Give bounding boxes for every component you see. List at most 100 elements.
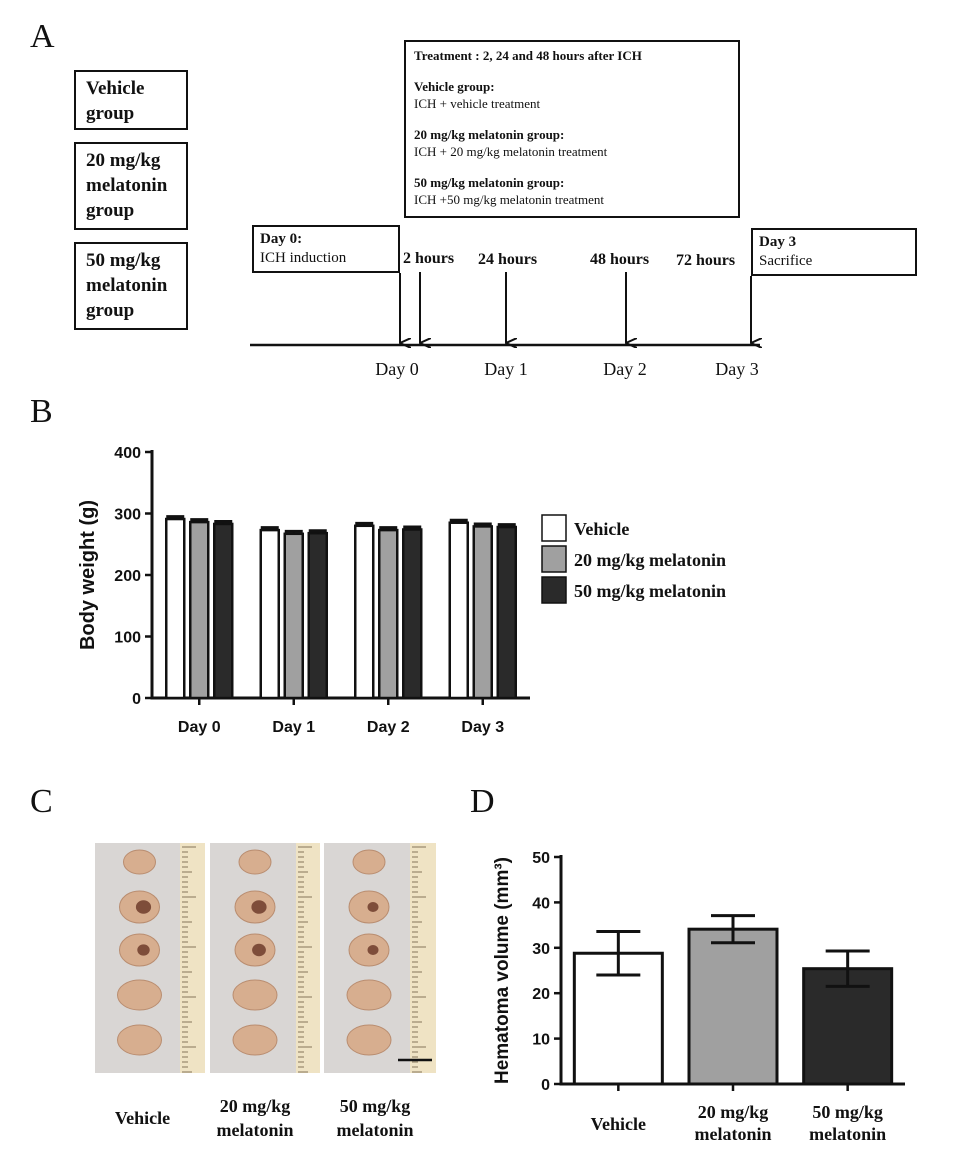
photo-background bbox=[210, 843, 320, 1073]
brain-slice bbox=[232, 1024, 278, 1056]
bar bbox=[378, 528, 399, 700]
photo-label-vehicle: Vehicle bbox=[114, 1108, 171, 1128]
hematoma-spot bbox=[252, 943, 266, 957]
y-tick-label: 0 bbox=[541, 1077, 550, 1094]
bar bbox=[572, 951, 664, 1086]
brain-slice bbox=[346, 979, 392, 1011]
brain-slice bbox=[234, 890, 276, 924]
brain-slice bbox=[123, 849, 156, 875]
y-tick-label: 300 bbox=[114, 507, 141, 524]
brain-slice bbox=[238, 849, 272, 875]
hematoma-spot bbox=[135, 900, 152, 914]
ruler bbox=[410, 843, 436, 1073]
brain-slice bbox=[117, 1024, 162, 1056]
bar bbox=[283, 532, 304, 700]
day3-box: Day 3 Sacrifice bbox=[751, 228, 917, 276]
legend-swatch bbox=[541, 545, 567, 573]
group-line: 50 mg/kg bbox=[86, 250, 161, 271]
x-tick-label: 50 mg/kg bbox=[812, 1102, 883, 1122]
treatment-head-20mg: 20 mg/kg melatonin group: bbox=[414, 127, 565, 142]
brain-slice bbox=[234, 933, 276, 967]
bar bbox=[802, 967, 894, 1086]
y-tick-label: 200 bbox=[114, 568, 141, 585]
x-tick-label: Day 2 bbox=[367, 719, 410, 736]
ruler bbox=[180, 843, 205, 1073]
brain-slice bbox=[348, 890, 390, 924]
group-box-50mg: 50 mg/kg melatonin group bbox=[74, 242, 188, 330]
bar bbox=[189, 520, 210, 700]
panel-label-d: D bbox=[470, 783, 495, 820]
brain-slice bbox=[352, 849, 386, 875]
y-tick-label: 100 bbox=[114, 630, 141, 647]
group-line: group bbox=[86, 103, 135, 124]
day-label-2: Day 2 bbox=[603, 359, 647, 379]
bar bbox=[496, 525, 517, 700]
legend-swatch bbox=[541, 576, 567, 604]
bar bbox=[402, 528, 423, 700]
treatment-title: Treatment : 2, 24 and 48 hours after ICH bbox=[414, 48, 642, 63]
group-box-20mg: 20 mg/kg melatonin group bbox=[74, 142, 188, 230]
y-tick-label: 10 bbox=[532, 1032, 550, 1049]
day0-box: Day 0: ICH induction bbox=[252, 225, 400, 273]
day-label-3: Day 3 bbox=[715, 359, 759, 379]
day-label-0: Day 0 bbox=[375, 359, 419, 379]
day0-head: Day 0: bbox=[260, 231, 303, 247]
hematoma-spot bbox=[251, 900, 267, 914]
x-tick-label: melatonin bbox=[809, 1124, 886, 1144]
y-tick-label: 50 bbox=[532, 850, 550, 867]
y-tick-label: 400 bbox=[114, 445, 141, 462]
treatment-box: Treatment : 2, 24 and 48 hours after ICH… bbox=[404, 40, 740, 218]
x-tick-label: Day 3 bbox=[461, 719, 504, 736]
brain-slice bbox=[346, 1024, 392, 1056]
photo-label-50mg-a: 50 mg/kg bbox=[339, 1096, 411, 1116]
legend-label: Vehicle bbox=[574, 519, 629, 539]
y-tick-label: 30 bbox=[532, 941, 550, 958]
day3-head: Day 3 bbox=[759, 234, 797, 250]
treatment-body-20mg: ICH + 20 mg/kg melatonin treatment bbox=[414, 144, 608, 159]
brain-slice bbox=[117, 979, 162, 1011]
hour-label-72h: 72 hours bbox=[676, 252, 735, 269]
treatment-body-50mg: ICH +50 mg/kg melatonin treatment bbox=[414, 192, 605, 207]
hour-label-24h: 24 hours bbox=[478, 251, 537, 268]
hematoma-spot bbox=[367, 902, 379, 912]
brain-slice bbox=[119, 890, 160, 924]
photo-label-20mg-a: 20 mg/kg bbox=[219, 1096, 291, 1116]
y-tick-label: 0 bbox=[132, 691, 141, 708]
bar bbox=[165, 517, 186, 700]
legend-label: 20 mg/kg melatonin bbox=[574, 550, 726, 570]
x-tick-label: Vehicle bbox=[591, 1114, 646, 1134]
treatment-head-vehicle: Vehicle group: bbox=[414, 79, 495, 94]
photo-label-50mg-b: melatonin bbox=[336, 1120, 414, 1140]
timeline: 2 hours 24 hours 48 hours 72 hours Day 0… bbox=[250, 250, 959, 379]
x-tick-label: Day 1 bbox=[272, 719, 315, 736]
treatment-head-50mg: 50 mg/kg melatonin group: bbox=[414, 175, 565, 190]
group-line: Vehicle bbox=[86, 78, 145, 99]
brain-slice bbox=[348, 933, 390, 967]
y-tick-label: 40 bbox=[532, 895, 550, 912]
y-axis-label: Hematoma volume (mm³) bbox=[492, 857, 513, 1084]
hour-label-2h: 2 hours bbox=[403, 250, 454, 267]
photo-background bbox=[95, 843, 205, 1073]
bar bbox=[213, 522, 234, 700]
hematoma-spot bbox=[137, 944, 150, 956]
bar bbox=[687, 927, 779, 1086]
day0-body: ICH induction bbox=[260, 250, 347, 266]
ruler bbox=[296, 843, 320, 1073]
brain-slice bbox=[119, 933, 160, 967]
panel-label-b: B bbox=[30, 393, 53, 430]
group-line: 20 mg/kg bbox=[86, 150, 161, 171]
group-line: group bbox=[86, 200, 135, 221]
group-line: group bbox=[86, 300, 135, 321]
legend-label: 50 mg/kg melatonin bbox=[574, 581, 726, 601]
group-line: melatonin bbox=[86, 275, 168, 296]
bar bbox=[448, 521, 469, 700]
brain-slice bbox=[232, 979, 278, 1011]
bar bbox=[354, 524, 375, 700]
group-box-vehicle: Vehicle group bbox=[74, 70, 188, 130]
y-tick-label: 20 bbox=[532, 986, 550, 1003]
bar bbox=[259, 528, 280, 700]
group-line: melatonin bbox=[86, 175, 168, 196]
x-tick-label: melatonin bbox=[694, 1124, 771, 1144]
x-tick-label: 20 mg/kg bbox=[698, 1102, 769, 1122]
photo-label-20mg-b: melatonin bbox=[216, 1120, 294, 1140]
